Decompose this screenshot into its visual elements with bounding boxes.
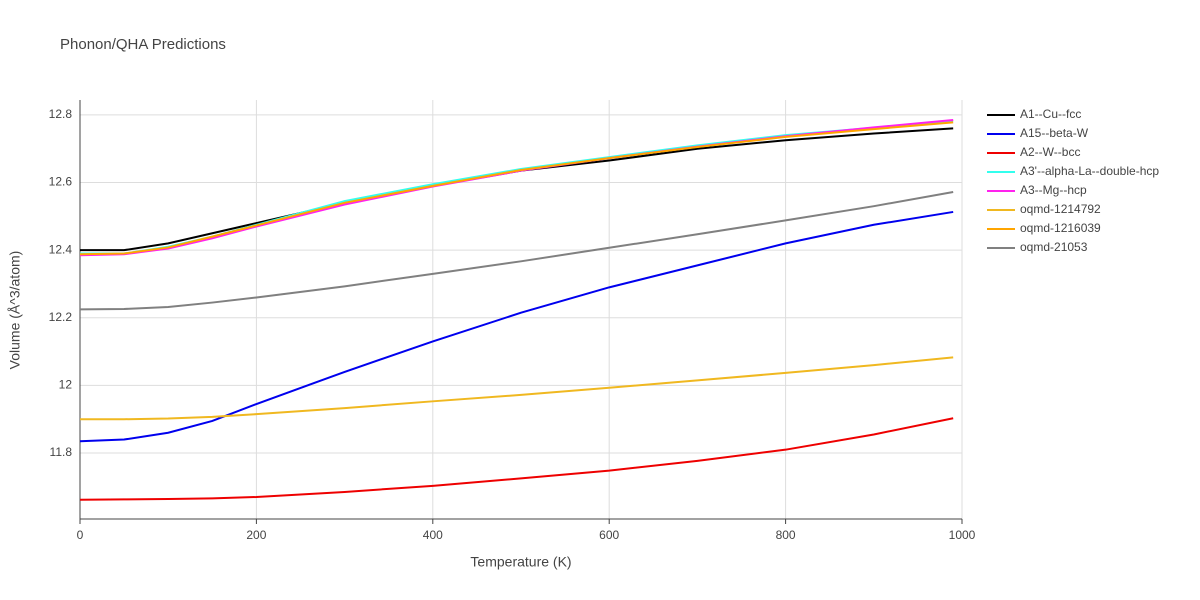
y-tick-label: 11.8	[50, 445, 73, 459]
y-axis-title: Volume (Å^3/atom)	[7, 251, 23, 370]
y-tick-label: 12.4	[49, 242, 73, 256]
x-tick-label: 200	[246, 528, 266, 542]
series-line	[79, 417, 954, 501]
legend-label: oqmd-21053	[1020, 240, 1088, 254]
series-line	[79, 190, 954, 311]
series-line	[80, 356, 954, 421]
y-tick-label: 12.2	[49, 310, 73, 324]
x-tick-label: 800	[776, 528, 796, 542]
x-tick-label: 600	[599, 528, 619, 542]
legend-label: A3--Mg--hcp	[1020, 183, 1087, 197]
legend-label: A3'--alpha-La--double-hcp	[1020, 164, 1159, 178]
x-tick-label: 400	[423, 528, 443, 542]
legend-label: A15--beta-W	[1020, 126, 1089, 140]
legend-label: A2--W--bcc	[1020, 145, 1080, 159]
series-line	[79, 121, 954, 256]
legend-label: oqmd-1214792	[1020, 202, 1101, 216]
x-axis-title: Temperature (K)	[470, 554, 571, 570]
series-line	[80, 127, 954, 252]
y-tick-label: 12.6	[49, 175, 73, 189]
x-tick-label: 0	[77, 528, 84, 542]
x-tick-label: 1000	[949, 528, 976, 542]
y-tick-label: 12.8	[49, 107, 73, 121]
series-line	[79, 210, 954, 443]
legend-label: oqmd-1216039	[1020, 221, 1101, 235]
legend-label: A1--Cu--fcc	[1020, 107, 1081, 121]
y-tick-label: 12	[59, 378, 73, 392]
chart-title: Phonon/QHA Predictions	[60, 36, 226, 53]
